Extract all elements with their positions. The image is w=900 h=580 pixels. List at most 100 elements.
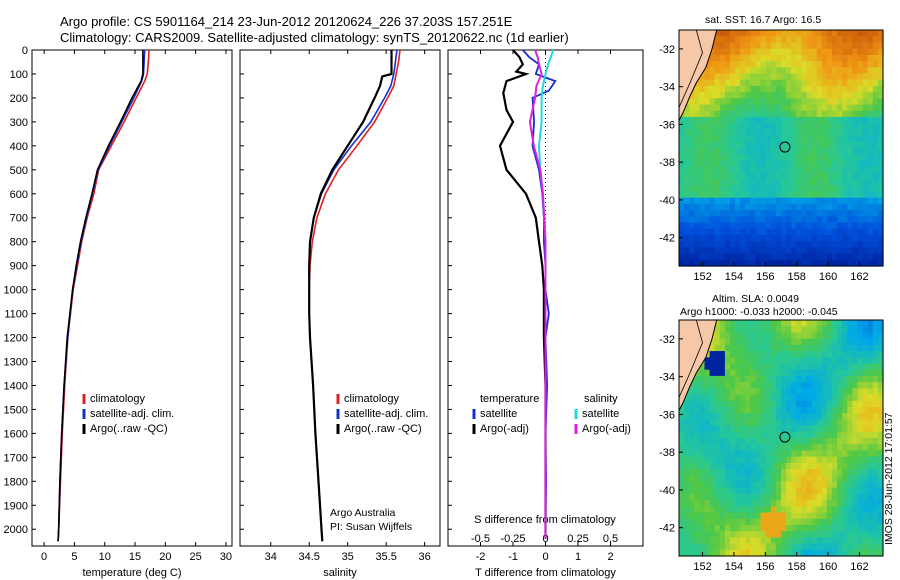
map-cell xyxy=(842,197,848,205)
map-cell xyxy=(709,419,716,427)
map-cell xyxy=(872,487,879,495)
map-cell xyxy=(806,179,813,186)
map-cell xyxy=(832,154,838,162)
map-cell xyxy=(791,154,797,162)
map-cell xyxy=(867,543,874,551)
map-cell xyxy=(862,363,869,371)
map-cell xyxy=(867,487,874,495)
map-cell xyxy=(811,469,818,476)
map-cell xyxy=(750,61,757,68)
map-cell xyxy=(862,79,869,87)
map-cell xyxy=(857,222,864,230)
map-cell xyxy=(740,549,746,557)
map-cell xyxy=(877,506,884,514)
map-cell xyxy=(714,129,721,137)
map-cell xyxy=(806,431,813,439)
map-cell xyxy=(760,259,767,267)
map-cell xyxy=(826,92,833,99)
map-cell xyxy=(837,98,843,106)
map-cell xyxy=(699,79,706,87)
map-cell xyxy=(770,475,777,483)
map-cell xyxy=(806,462,813,470)
map-cell xyxy=(730,203,736,211)
map-cell xyxy=(847,154,853,162)
map-cell xyxy=(724,259,731,267)
map-cell xyxy=(699,191,706,199)
map-cell xyxy=(847,73,853,81)
map-cell xyxy=(862,537,869,545)
map-cell xyxy=(786,326,792,334)
map-cell xyxy=(811,216,818,224)
map-cell xyxy=(781,166,787,174)
map-cell xyxy=(786,135,792,143)
map-cell xyxy=(842,166,848,174)
map-cell xyxy=(821,413,828,420)
map-cell xyxy=(699,241,706,248)
map-cell xyxy=(694,210,700,217)
map-cell xyxy=(791,400,797,408)
map-cell xyxy=(826,241,833,248)
map-cell xyxy=(852,444,859,452)
map-cell xyxy=(750,320,757,327)
map-cell xyxy=(872,543,879,551)
map-cell xyxy=(745,135,751,143)
map-cell xyxy=(775,48,782,56)
map-cell xyxy=(699,247,706,255)
map-cell xyxy=(745,228,751,236)
map-cell xyxy=(867,344,874,352)
map-cell xyxy=(796,79,802,87)
map-cell xyxy=(755,79,762,87)
map-cell xyxy=(842,172,848,180)
map-cell xyxy=(709,234,716,242)
map-cell xyxy=(689,234,695,242)
map-cell xyxy=(786,253,792,261)
map-cell xyxy=(755,185,762,193)
map-cell xyxy=(781,234,787,242)
map-cell xyxy=(709,487,716,495)
map-cell xyxy=(694,179,700,186)
map-cell xyxy=(826,450,833,458)
map-cell xyxy=(801,456,808,464)
map-cell xyxy=(689,116,695,124)
map-cell xyxy=(837,48,843,56)
map-cell xyxy=(872,363,879,371)
map-cell xyxy=(694,413,700,420)
map-cell xyxy=(765,123,772,130)
map-cell xyxy=(770,543,777,551)
map-cell xyxy=(770,36,777,44)
map-cell xyxy=(750,475,757,483)
map-cell xyxy=(796,185,802,193)
map-cell xyxy=(760,48,767,56)
map-cell xyxy=(755,191,762,199)
map-cell xyxy=(837,234,843,242)
sst-map: 152 154 156 158 160 162-32-34-36-38-40-42 xyxy=(659,29,884,283)
map-cell xyxy=(796,191,802,199)
map-cell xyxy=(775,456,782,464)
map-cell xyxy=(847,98,853,106)
map-cell xyxy=(837,92,843,99)
map-cell xyxy=(770,30,777,37)
map-cell xyxy=(719,338,726,346)
map-cell xyxy=(714,166,721,174)
map-cell xyxy=(811,166,818,174)
map-cell xyxy=(837,475,843,483)
map-cell xyxy=(699,363,706,371)
map-cell xyxy=(821,154,828,162)
map-cell xyxy=(714,394,721,402)
map-cell xyxy=(821,73,828,81)
map-cell xyxy=(852,338,859,346)
map-cell xyxy=(709,531,716,538)
map-cell xyxy=(730,241,736,248)
map-cell xyxy=(862,141,869,149)
map-cell xyxy=(709,375,716,383)
map-cell xyxy=(740,135,746,143)
map-cell xyxy=(694,148,700,155)
map-cell xyxy=(781,320,787,327)
map-cell xyxy=(786,363,792,371)
map-cell xyxy=(842,332,848,340)
map-cell xyxy=(750,351,757,358)
map-cell xyxy=(862,382,869,389)
map-cell xyxy=(781,172,787,180)
map-cell xyxy=(867,444,874,452)
map-cell xyxy=(679,438,685,445)
